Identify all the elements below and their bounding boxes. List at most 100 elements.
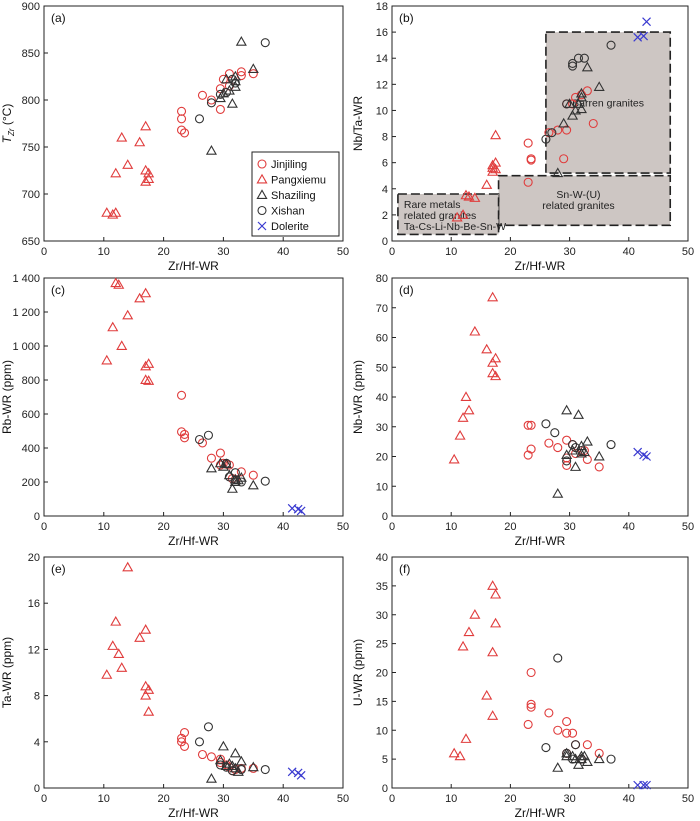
- y-tick-label: 4: [382, 184, 388, 196]
- x-tick-label: 10: [445, 521, 457, 533]
- data-point: [460, 189, 472, 200]
- axes-frame: [43, 277, 344, 517]
- data-point: [553, 725, 563, 735]
- data-point: [179, 728, 190, 738]
- y-tick-label: 6: [382, 158, 388, 170]
- data-point: [633, 447, 643, 457]
- x-tick-label: 10: [98, 521, 110, 533]
- y-tick-label: 12: [376, 79, 388, 91]
- x-tick-label: 40: [623, 246, 635, 258]
- data-point: [107, 321, 119, 332]
- data-point: [224, 472, 234, 482]
- data-point: [179, 433, 190, 443]
- y-tick-label: 800: [22, 375, 40, 387]
- y-tick-label: 25: [376, 639, 388, 651]
- panel-f: 0 10 20 30 40 50 0 5 10 15 20 25 30 35 40 Zr/Hf-WR U-WR …: [351, 552, 694, 820]
- y-axis-label: Nb/Ta-WR: [351, 96, 365, 152]
- data-point: [236, 67, 246, 77]
- data-point: [568, 440, 578, 450]
- data-point: [469, 609, 481, 619]
- y-tick-label: 12: [28, 644, 40, 656]
- data-point: [457, 412, 469, 422]
- y-tick-label: 8: [34, 691, 40, 703]
- data-point: [101, 354, 113, 365]
- data-point: [552, 167, 564, 178]
- y-axis-label: Ta-WR (ppm): [0, 637, 14, 708]
- data-point: [197, 749, 208, 760]
- data-point: [593, 81, 605, 91]
- data-point: [567, 109, 579, 120]
- data-point: [642, 780, 651, 790]
- y-axis-label: TZr (°C): [0, 104, 16, 144]
- data-point: [134, 632, 146, 642]
- data-point: [214, 754, 226, 765]
- data-point: [448, 747, 460, 758]
- legend-entry: Jinjiling: [271, 159, 307, 171]
- axes-frame: [391, 556, 689, 789]
- data-point: [176, 106, 187, 116]
- data-point: [134, 292, 146, 303]
- data-point: [205, 145, 217, 155]
- data-point: [134, 136, 146, 147]
- y-tick-label: 14: [376, 53, 388, 65]
- region-label-0: Barren granites: [572, 98, 644, 110]
- y-tick-label: 1 000: [12, 341, 40, 353]
- y-tick-label: 200: [22, 477, 40, 489]
- data-point: [140, 176, 152, 186]
- data-point: [194, 434, 205, 445]
- panel-label: (c): [51, 283, 65, 297]
- data-point: [487, 710, 499, 720]
- y-tick-label: 80: [376, 273, 388, 285]
- y-tick-label: 10: [376, 481, 388, 493]
- series-jinjiling: [523, 667, 604, 764]
- axes-frame: [43, 556, 344, 789]
- data-point: [481, 179, 493, 189]
- series-pangxiemu: [448, 580, 502, 761]
- series-shaziling: [552, 61, 605, 178]
- region-label-2: Rare metals related granites Ta-Cs-Li-Nb-B…: [404, 199, 506, 233]
- y-tick-label: 4: [34, 737, 40, 749]
- data-point: [176, 737, 187, 747]
- data-point: [205, 462, 217, 473]
- x-tick-label: 20: [504, 521, 516, 533]
- series-pangxiemu: [101, 277, 155, 385]
- data-point: [176, 390, 187, 400]
- data-point: [606, 40, 616, 50]
- data-point: [526, 702, 536, 712]
- data-point: [570, 740, 581, 750]
- series-jinjiling: [176, 67, 258, 138]
- data-point: [101, 207, 113, 217]
- data-point: [143, 167, 155, 178]
- data-point: [562, 460, 572, 470]
- x-tick-label: 30: [217, 793, 229, 805]
- data-point: [460, 391, 472, 402]
- x-tick-label: 0: [389, 246, 395, 258]
- data-point: [541, 134, 551, 144]
- series-shaziling: [205, 36, 259, 155]
- data-point: [179, 128, 190, 138]
- legend-box: [251, 151, 340, 237]
- data-point: [176, 427, 187, 437]
- data-point: [206, 98, 216, 108]
- data-point: [572, 98, 585, 108]
- legend-entry: Shaziling: [271, 190, 316, 202]
- x-tick-label: 20: [157, 793, 169, 805]
- panel-d: 0 10 20 30 40 50 0 10 20 30 40 50 60 70 80 Zr/Hf-WR Nb-W…: [351, 273, 694, 548]
- data-point: [296, 506, 306, 516]
- data-point: [248, 470, 258, 480]
- panel-label: (f): [399, 562, 410, 576]
- y-tick-label: 30: [376, 610, 388, 622]
- panel-label: (e): [51, 562, 66, 576]
- y-tick-label: 1 400: [12, 273, 40, 285]
- series-dolerite: [633, 780, 651, 790]
- data-point: [490, 163, 502, 174]
- x-tick-label: 40: [277, 793, 289, 805]
- data-point: [487, 291, 499, 302]
- data-point: [454, 429, 466, 440]
- y-tick-label: 40: [376, 552, 388, 564]
- y-tick-label: 16: [376, 27, 388, 39]
- data-point: [639, 450, 649, 460]
- data-point: [463, 626, 475, 637]
- data-point: [463, 404, 475, 415]
